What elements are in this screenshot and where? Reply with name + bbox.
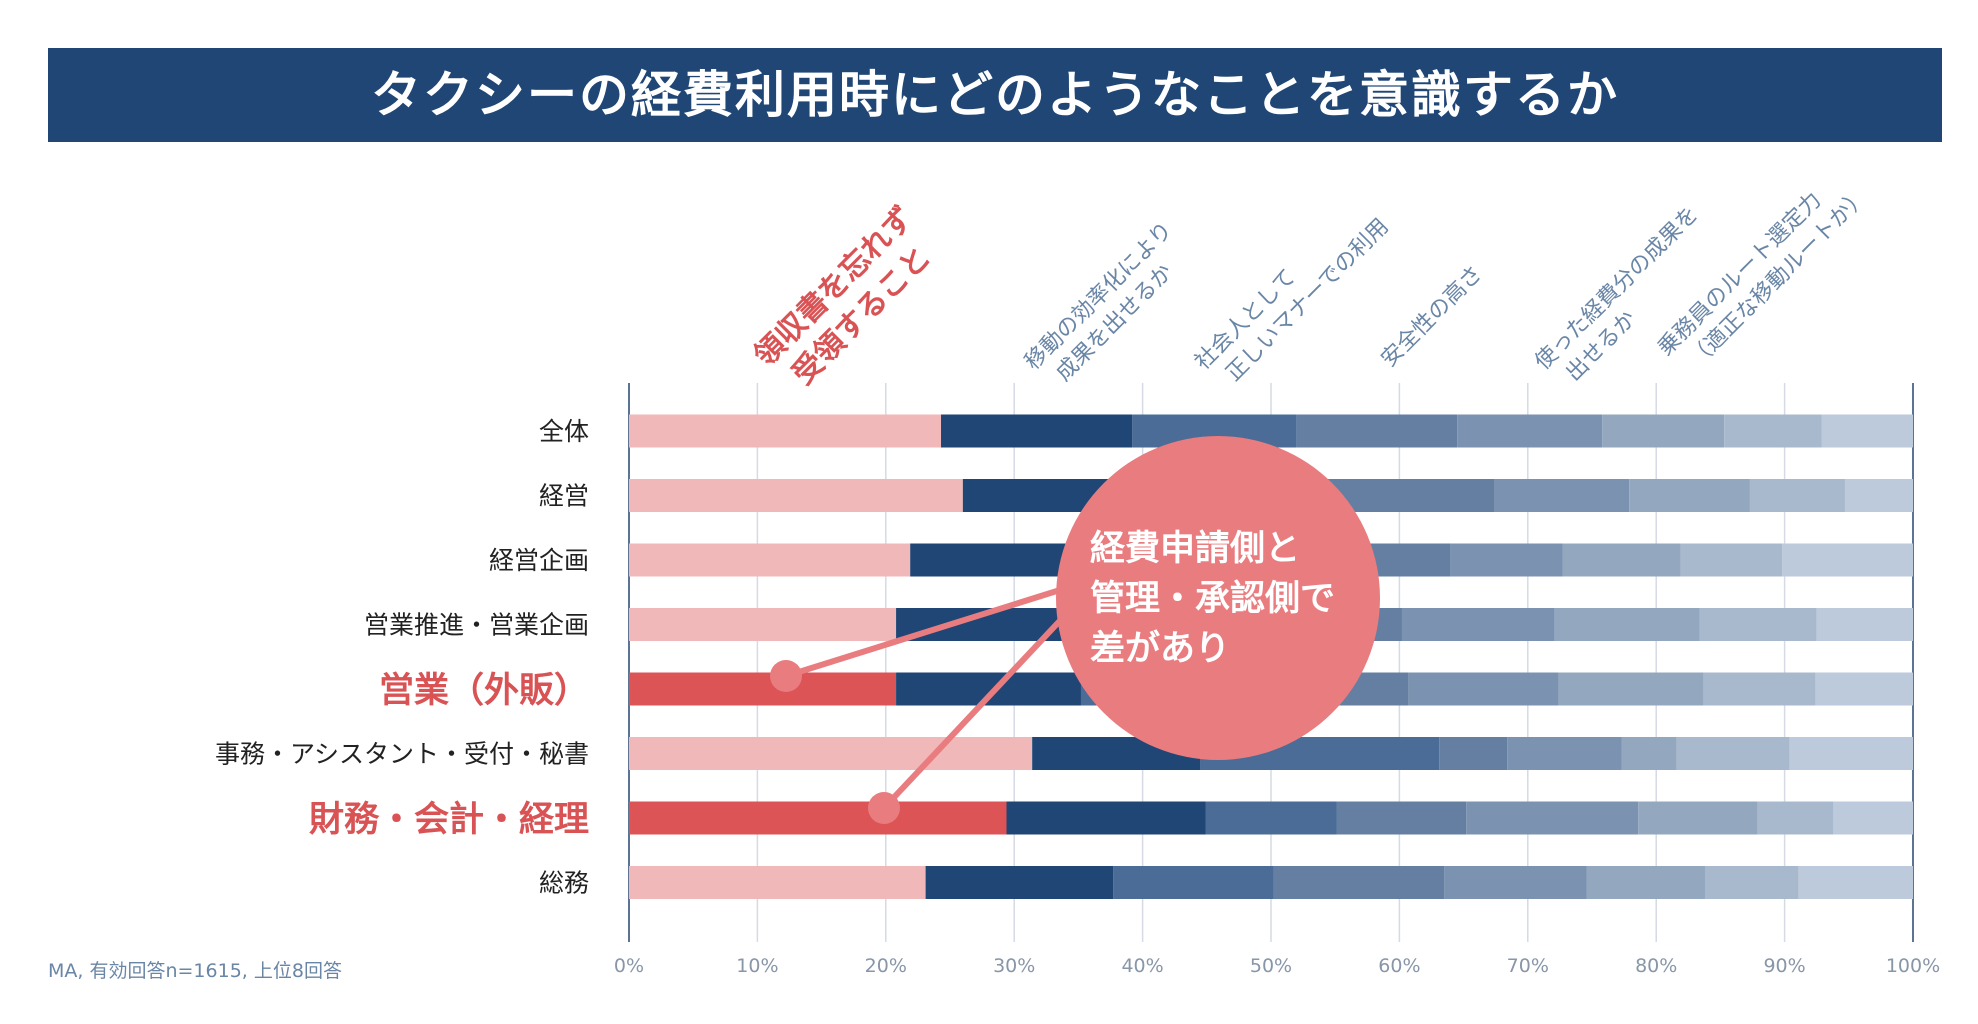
- survey-note: MA, 有効回答n=1615, 上位8回答: [48, 960, 342, 982]
- category-label: 財務・会計・経理: [309, 800, 589, 840]
- bar-segment: [1704, 866, 1799, 899]
- series-header: 乗務員のルート選定力（適正な移動ルートか）: [1653, 184, 1873, 373]
- x-tick-label: 20%: [865, 955, 907, 977]
- bar-segment: [1798, 866, 1913, 899]
- bar-segment: [1724, 414, 1822, 448]
- bar-segment: [1749, 479, 1845, 512]
- bar-segment: [1821, 414, 1913, 448]
- x-tick-label: 10%: [736, 955, 778, 977]
- bar-segment: [1273, 866, 1445, 899]
- bar-segment: [925, 866, 1114, 899]
- category-label: 営業推進・営業企画: [364, 611, 589, 640]
- x-tick-label: 80%: [1635, 955, 1677, 977]
- bar-segment: [1621, 737, 1677, 770]
- x-tick-label: 70%: [1507, 955, 1549, 977]
- bar-segment: [910, 543, 1079, 577]
- x-tick-label: 60%: [1378, 955, 1420, 977]
- x-tick-label: 90%: [1763, 955, 1805, 977]
- bar-segment: [1833, 801, 1913, 835]
- title-bar: タクシーの経費利用時にどのようなことを意識するか: [48, 48, 1942, 142]
- callout-line-3: 差があり: [1090, 629, 1230, 669]
- series-header: 安全性の高さ: [1377, 261, 1488, 372]
- callout-pointer-sales: [785, 587, 1061, 679]
- bar-segment: [629, 866, 926, 899]
- category-label: 事務・アシスタント・受付・秘書: [215, 740, 589, 769]
- bar-segment: [1629, 479, 1750, 512]
- bar-segment: [1699, 608, 1817, 641]
- bar-segment: [1439, 737, 1508, 770]
- bar-segment: [1602, 414, 1725, 448]
- callout-dot-finance: [868, 792, 900, 824]
- x-tick-label: 30%: [993, 955, 1035, 977]
- category-label: 経営: [539, 482, 589, 511]
- bar-segment: [629, 737, 1033, 770]
- bar-segment: [1296, 414, 1458, 448]
- bar-segment: [629, 414, 942, 448]
- category-label: 総務: [539, 869, 589, 898]
- bar-segment: [1457, 414, 1603, 448]
- series-header-line: 安全性の高さ: [1377, 261, 1488, 372]
- bar-segment: [1408, 672, 1559, 706]
- bar-segment: [629, 672, 897, 706]
- x-tick-label: 50%: [1250, 955, 1292, 977]
- bar-segment: [1494, 479, 1630, 512]
- bar-segment: [1816, 608, 1913, 641]
- x-tick-label: 100%: [1886, 955, 1940, 977]
- callout-pointer-finance: [881, 607, 1073, 811]
- bar-segment: [1680, 543, 1783, 577]
- bar-segment: [1789, 737, 1913, 770]
- bar-segment: [1586, 866, 1705, 899]
- bar-segment: [941, 414, 1133, 448]
- series-header-line: （適正な移動ルートか）: [1684, 184, 1873, 373]
- bar-segment: [1558, 672, 1704, 706]
- bar-segment: [1554, 608, 1700, 641]
- callout-line-1: 経費申請側と: [1090, 528, 1300, 569]
- bar-segment: [1782, 543, 1913, 577]
- x-tick-label: 0%: [614, 955, 644, 977]
- bar-segment: [1676, 737, 1790, 770]
- callout-circle: [1056, 436, 1380, 760]
- bar-segment: [1205, 801, 1337, 835]
- bar-segment: [1113, 866, 1274, 899]
- bar-segment: [1507, 737, 1622, 770]
- bar-segment: [1638, 801, 1758, 835]
- category-label: 全体: [539, 417, 589, 446]
- bar-segment: [1336, 801, 1467, 835]
- callout-text: 経費申請側と 管理・承認側で 差があり: [1090, 528, 1347, 669]
- bar-segment: [1703, 672, 1816, 706]
- bar-segment: [1757, 801, 1834, 835]
- bar-segment: [1444, 866, 1587, 899]
- bar-segment: [1401, 608, 1555, 641]
- callout-dot-sales: [770, 660, 802, 692]
- bar-segment: [1466, 801, 1639, 835]
- bar-segment: [1844, 479, 1913, 512]
- bar-segment: [629, 479, 963, 512]
- callout-line-2: 管理・承認側で: [1090, 579, 1335, 619]
- bar-segment: [1562, 543, 1681, 577]
- chart-title: タクシーの経費利用時にどのようなことを意識するか: [371, 66, 1619, 124]
- x-tick-label: 40%: [1121, 955, 1163, 977]
- bar-segment: [629, 801, 1007, 835]
- bar-segment: [1815, 672, 1913, 706]
- bar-segment: [629, 543, 911, 577]
- bar-segment: [1006, 801, 1206, 835]
- category-label: 経営企画: [489, 546, 589, 575]
- category-label: 営業（外販）: [379, 671, 589, 711]
- bar-segment: [629, 608, 897, 641]
- bar-segment: [1450, 543, 1563, 577]
